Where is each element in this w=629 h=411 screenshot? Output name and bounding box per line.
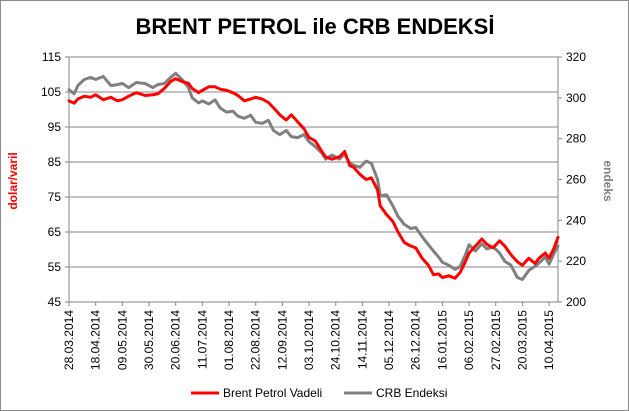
x-tick-label: 11.07.2014 [195,310,209,369]
x-tick-label: 06.02.2015 [462,310,476,370]
y-left-tick-label: 55 [48,260,62,274]
y-right-tick-label: 320 [566,50,586,64]
x-tick-label: 05.12.2014 [382,310,396,370]
chart-title: BRENT PETROL ile CRB ENDEKSİ [136,14,495,39]
legend: Brent Petrol Vadeli CRB Endeksi [191,386,447,400]
y-axis-right-label: endeks [601,160,615,202]
y-right-tick-label: 240 [566,213,586,227]
x-tick-label: 28.03.2014 [62,310,76,370]
series-line-brent [67,77,560,280]
y-right-tick-label: 280 [566,132,586,146]
x-tick-label: 27.02.2015 [489,310,503,370]
y-axis-left-label: dolar/varil [6,152,20,209]
grid-layer [69,56,558,268]
y-right-tick-label: 260 [566,173,586,187]
x-tick-label: 14.11.2014 [355,310,369,369]
x-tick-label: 12.09.2014 [275,310,289,370]
x-tick-label: 20.03.2015 [515,310,529,370]
legend-label-brent: Brent Petrol Vadeli [223,386,322,400]
y-right-tick-label: 300 [566,91,586,105]
y-left-ticks: 45 55 65 75 85 95 105 115 [41,50,69,309]
y-left-tick-label: 95 [48,120,62,134]
y-right-ticks: 200 220 240 260 280 300 320 [558,50,586,309]
series-line-crb [67,71,560,281]
x-tick-label: 16.01.2015 [435,310,449,370]
y-left-tick-label: 45 [48,295,62,309]
y-left-tick-label: 75 [48,190,62,204]
x-tick-label: 30.05.2014 [142,310,156,370]
x-tick-label: 18.04.2014 [89,310,103,370]
x-tick-label: 24.10.2014 [329,310,343,370]
y-left-tick-label: 65 [48,225,62,239]
y-left-tick-label: 115 [42,50,61,64]
x-tick-label: 10.04.2015 [542,310,556,370]
x-tick-label: 03.10.2014 [302,310,316,370]
series-layer [67,71,560,281]
x-tick-label: 01.08.2014 [222,310,236,370]
x-tick-label: 20.06.2014 [169,310,183,370]
x-ticks: 28.03.2014 18.04.2014 09.05.2014 30.05.2014… [62,302,556,370]
y-left-tick-label: 85 [48,155,62,169]
y-right-tick-label: 220 [566,254,586,268]
legend-label-crb: CRB Endeksi [376,386,447,400]
x-tick-label: 09.05.2014 [115,310,129,370]
x-tick-label: 22.08.2014 [249,310,263,370]
y-right-tick-label: 200 [566,295,586,309]
y-left-tick-label: 105 [41,85,61,99]
x-tick-label: 26.12.2014 [409,310,423,370]
